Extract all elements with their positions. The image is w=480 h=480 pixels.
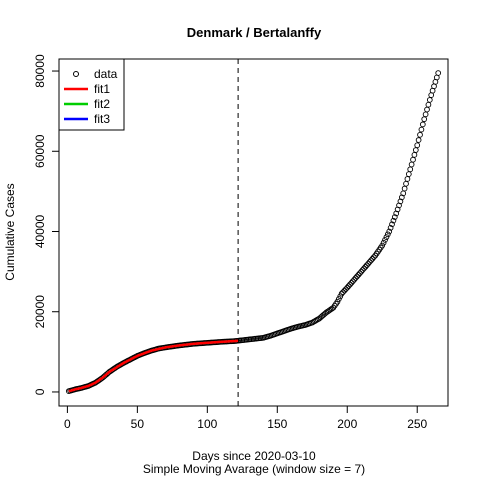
data-point xyxy=(405,171,412,177)
y-axis-label: Cumulative Cases xyxy=(3,183,17,280)
data-point xyxy=(348,279,355,286)
data-point xyxy=(343,286,349,293)
data-point xyxy=(417,131,423,138)
x-axis-sublabel: Simple Moving Avarage (window size = 7) xyxy=(143,462,365,476)
y-tick-label: 0 xyxy=(33,388,47,395)
data-point xyxy=(351,276,358,283)
y-axis: 0 20000 40000 60000 80000 xyxy=(33,54,60,395)
data-point xyxy=(384,231,391,238)
legend-fit1-label: fit1 xyxy=(94,82,110,96)
data-point xyxy=(404,176,411,182)
data-point xyxy=(368,257,374,264)
data-point xyxy=(435,70,442,76)
data-point xyxy=(362,263,369,270)
legend-fit3-label: fit3 xyxy=(94,112,110,126)
x-tick-label: 200 xyxy=(337,417,357,431)
data-point xyxy=(341,287,348,294)
fit1-line xyxy=(68,339,239,393)
y-tick-label: 20000 xyxy=(33,295,47,329)
data-point xyxy=(410,156,416,163)
data-point xyxy=(345,283,352,289)
x-tick-label: 0 xyxy=(64,417,71,431)
data-point xyxy=(425,101,432,108)
legend: data fit1 fit2 fit3 xyxy=(58,58,125,131)
data-point xyxy=(344,284,351,291)
data-point xyxy=(391,214,398,220)
data-point xyxy=(361,265,367,272)
data-point xyxy=(347,281,353,288)
data-point xyxy=(401,185,408,192)
x-tick-label: 150 xyxy=(267,417,287,431)
legend-data-symbol xyxy=(73,71,79,77)
data-point xyxy=(334,298,341,305)
data-point xyxy=(359,267,366,273)
data-points xyxy=(65,70,442,395)
x-tick-label: 50 xyxy=(131,417,145,431)
data-point xyxy=(426,97,433,103)
x-axis: 0 50 100 150 200 250 xyxy=(64,405,428,431)
data-point xyxy=(414,142,421,149)
data-point xyxy=(355,271,362,278)
data-point xyxy=(412,147,419,153)
data-point xyxy=(369,255,376,262)
data-point xyxy=(366,259,373,265)
data-point xyxy=(382,237,388,243)
data-point xyxy=(407,166,414,173)
data-point xyxy=(387,225,394,231)
data-point xyxy=(349,278,356,285)
data-point xyxy=(365,260,372,267)
data-point xyxy=(390,217,397,224)
data-point xyxy=(337,293,344,300)
data-point xyxy=(329,305,335,312)
data-point xyxy=(356,270,363,277)
data-point xyxy=(363,262,370,269)
data-point xyxy=(352,275,359,281)
chart-title: Denmark / Bertalanffy xyxy=(187,25,322,40)
data-point xyxy=(379,242,386,249)
data-point xyxy=(354,273,360,280)
legend-data-label: data xyxy=(94,67,118,81)
data-point xyxy=(408,161,415,168)
data-point xyxy=(336,296,342,302)
legend-fit2-label: fit2 xyxy=(94,97,110,111)
data-point xyxy=(419,121,426,128)
data-point xyxy=(383,234,390,240)
data-point xyxy=(386,228,393,235)
data-point xyxy=(370,254,377,261)
y-tick-label: 60000 xyxy=(33,134,47,168)
x-tick-label: 100 xyxy=(197,417,217,431)
x-tick-label: 250 xyxy=(407,417,427,431)
data-point xyxy=(403,180,409,187)
y-tick-label: 40000 xyxy=(33,214,47,248)
data-point xyxy=(418,126,425,133)
x-axis-label: Days since 2020-03-10 xyxy=(192,449,316,463)
data-point xyxy=(422,111,429,118)
data-point xyxy=(358,268,365,275)
data-point xyxy=(411,152,418,158)
data-point xyxy=(424,106,430,113)
data-point xyxy=(340,289,346,296)
data-point xyxy=(421,116,428,123)
data-point xyxy=(389,221,395,228)
y-tick-label: 80000 xyxy=(33,54,47,88)
data-point xyxy=(415,137,422,143)
data-point xyxy=(338,290,345,297)
data-point xyxy=(380,239,387,246)
